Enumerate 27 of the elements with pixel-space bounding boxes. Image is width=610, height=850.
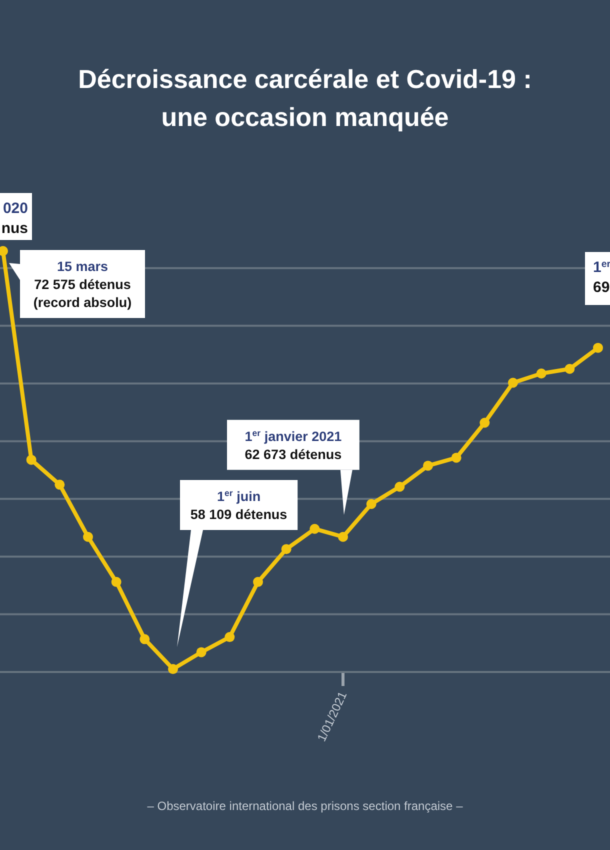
point	[140, 634, 150, 644]
point	[593, 342, 603, 353]
text: – Observatoire international des prisons section française –	[147, 799, 464, 813]
point	[196, 647, 206, 658]
point	[224, 632, 235, 642]
point	[111, 576, 122, 587]
point	[394, 482, 405, 492]
chart-title: Décroissance carcérale et Covid-19 : une occasion manquée	[78, 64, 532, 132]
point	[281, 544, 292, 554]
point	[253, 576, 263, 587]
point	[26, 454, 36, 465]
point	[536, 368, 546, 379]
point	[508, 378, 518, 388]
point	[338, 532, 348, 542]
point	[366, 499, 376, 510]
point	[168, 664, 178, 674]
annotation: 1$^{er}$ juin 58 109 détenus	[190, 488, 288, 522]
point	[423, 460, 433, 471]
point	[83, 532, 93, 542]
annotation: 1$^{er}$ janvier 2021 62 673 détenus	[244, 428, 342, 462]
text: 020 nus	[1, 200, 28, 237]
annotation: 15 mars 72 575 détenus (record absolu)	[33, 259, 132, 310]
point	[451, 452, 462, 463]
point	[480, 418, 490, 428]
point	[564, 364, 575, 374]
point	[310, 524, 320, 534]
point	[54, 480, 65, 490]
